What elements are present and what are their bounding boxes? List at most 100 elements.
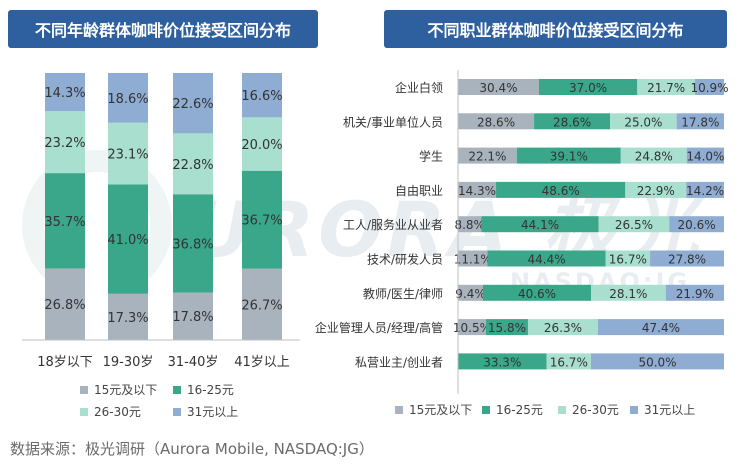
occupation-bar-value-label: 37.0% xyxy=(569,81,607,95)
occupation-bar-value-label: 20.6% xyxy=(678,218,716,232)
age-bar-value-label: 23.2% xyxy=(44,136,85,151)
occupation-bar-value-label: 28.6% xyxy=(477,115,515,129)
occupation-bar-value-label: 15.8% xyxy=(488,321,526,335)
occupation-bar-value-label: 16.7% xyxy=(550,355,588,369)
occupation-bar-segment xyxy=(458,353,547,370)
occupation-stacked-bar-chart: 30.4% 37.0% 21.7% 10.9% 企业白领 28.6% 28.6% 25.0% 1… xyxy=(315,70,729,394)
age-bar-segment xyxy=(173,194,213,293)
age-bar-value-label: 35.7% xyxy=(44,215,85,230)
right-chart-title: 不同职业群体咖啡价位接受区间分布 xyxy=(384,10,727,48)
age-bar-segment xyxy=(45,111,85,174)
occupation-bar-segment xyxy=(538,79,638,95)
occupation-bar-segment xyxy=(496,181,626,198)
legend-label: 26-30元 xyxy=(572,403,619,417)
occupation-bar-segment xyxy=(527,319,598,336)
legend-swatch xyxy=(558,406,566,414)
age-bar-value-label: 18.6% xyxy=(107,92,148,107)
occupation-bar-segment xyxy=(458,284,484,301)
occupation-bar-segment xyxy=(598,216,670,233)
occupation-bar-segment xyxy=(458,113,535,130)
legend-label: 31元以上 xyxy=(187,405,238,419)
age-bar-value-label: 41.0% xyxy=(107,233,148,248)
occupation-bar-value-label: 48.6% xyxy=(542,184,580,198)
age-bar-value-label: 22.6% xyxy=(172,97,213,112)
legend-swatch xyxy=(173,408,181,416)
occupation-bar-segment xyxy=(485,319,528,336)
legend-label: 15元及以下 xyxy=(409,403,472,417)
occupation-bar-segment xyxy=(620,147,687,164)
occupation-bar-value-label: 26.3% xyxy=(544,321,582,335)
age-category-label: 19-30岁 xyxy=(103,355,154,370)
occupation-category-label: 学生 xyxy=(419,149,443,164)
occupation-bar-segment xyxy=(686,181,724,198)
occupation-bar-segment xyxy=(458,181,497,198)
legend-label: 16-25元 xyxy=(496,403,543,417)
occupation-bar-value-label: 9.4% xyxy=(455,287,486,301)
occupation-bar-segment xyxy=(458,147,517,164)
age-stacked-bar-chart: 26.8% 35.7% 23.2% 14.3% 18岁以下 17.3% 41.0% 23.1%… xyxy=(22,73,300,370)
occupation-bar-segment xyxy=(637,79,696,95)
occupation-bar-segment xyxy=(487,250,606,267)
age-bar-segment xyxy=(173,292,213,340)
occupation-bar-segment xyxy=(625,181,687,198)
occupation-category-label: 企业白领 xyxy=(395,80,443,95)
occupation-category-label: 私营业主/创业者 xyxy=(355,355,443,369)
occupation-bar-segment xyxy=(458,216,482,233)
occupation-bar-value-label: 14.0% xyxy=(686,150,724,164)
occupation-bar-value-label: 17.8% xyxy=(681,115,719,129)
legend-label: 26-30元 xyxy=(94,405,141,419)
occupation-bar-value-label: 14.3% xyxy=(458,184,496,198)
occupation-bar-value-label: 11.1% xyxy=(454,253,492,267)
age-bar-segment xyxy=(242,268,282,340)
occupation-bar-value-label: 16.7% xyxy=(609,253,647,267)
occupation-bar-segment xyxy=(481,216,599,233)
occupation-bar-value-label: 50.0% xyxy=(638,355,676,369)
age-bar-value-label: 36.7% xyxy=(241,214,282,229)
occupation-bar-segment xyxy=(610,113,677,130)
age-bar-segment xyxy=(108,293,148,340)
occupation-bar-segment xyxy=(665,284,724,301)
occupation-bar-segment xyxy=(695,79,724,95)
occupation-category-label: 机关/事业单位人员 xyxy=(343,114,443,129)
occupation-chart-legend: 15元及以下 16-25元 26-30元 31元以上 xyxy=(395,403,695,417)
age-bar-value-label: 36.8% xyxy=(172,237,213,252)
occupation-bar-segment xyxy=(546,353,591,370)
age-bar-segment xyxy=(173,133,213,195)
occupation-bar-segment xyxy=(669,216,724,233)
occupation-bar-value-label: 28.6% xyxy=(553,115,591,129)
age-bar-segment xyxy=(242,73,282,118)
age-bar-segment xyxy=(45,173,85,269)
occupation-bar-segment xyxy=(591,353,724,370)
age-bar-segment xyxy=(108,73,148,123)
age-bar-value-label: 23.1% xyxy=(107,148,148,163)
occupation-bar-segment xyxy=(458,79,539,95)
occupation-bar-segment xyxy=(458,319,486,336)
occupation-bar-value-label: 21.9% xyxy=(676,287,714,301)
legend-label: 15元及以下 xyxy=(94,383,157,397)
age-bar-value-label: 14.3% xyxy=(44,86,85,101)
age-bar-segment xyxy=(45,268,85,340)
legend-label: 16-25元 xyxy=(187,383,234,397)
occupation-bar-value-label: 27.8% xyxy=(668,253,706,267)
legend-swatch xyxy=(173,386,181,394)
occupation-bar-value-label: 24.8% xyxy=(635,150,673,164)
occupation-bar-value-label: 22.1% xyxy=(468,150,506,164)
age-category-label: 31-40岁 xyxy=(168,355,219,370)
occupation-bar-segment xyxy=(534,113,611,130)
age-bar-value-label: 16.6% xyxy=(241,89,282,104)
legend-swatch xyxy=(482,406,490,414)
occupation-bar-segment xyxy=(516,147,621,164)
legend-swatch xyxy=(80,408,88,416)
age-bar-value-label: 22.8% xyxy=(172,158,213,173)
age-bar-value-label: 20.0% xyxy=(241,138,282,153)
occupation-bar-value-label: 22.9% xyxy=(637,184,675,198)
occupation-bar-value-label: 44.1% xyxy=(521,218,559,232)
occupation-bar-value-label: 33.3% xyxy=(483,355,521,369)
occupation-bar-segment xyxy=(483,284,591,301)
age-bar-segment xyxy=(242,170,282,269)
age-chart-legend: 15元及以下 16-25元 26-30元 31元以上 xyxy=(80,383,238,419)
age-bar-segment xyxy=(173,73,213,134)
age-category-label: 18岁以下 xyxy=(37,355,93,370)
age-bar-value-label: 17.3% xyxy=(107,311,148,326)
